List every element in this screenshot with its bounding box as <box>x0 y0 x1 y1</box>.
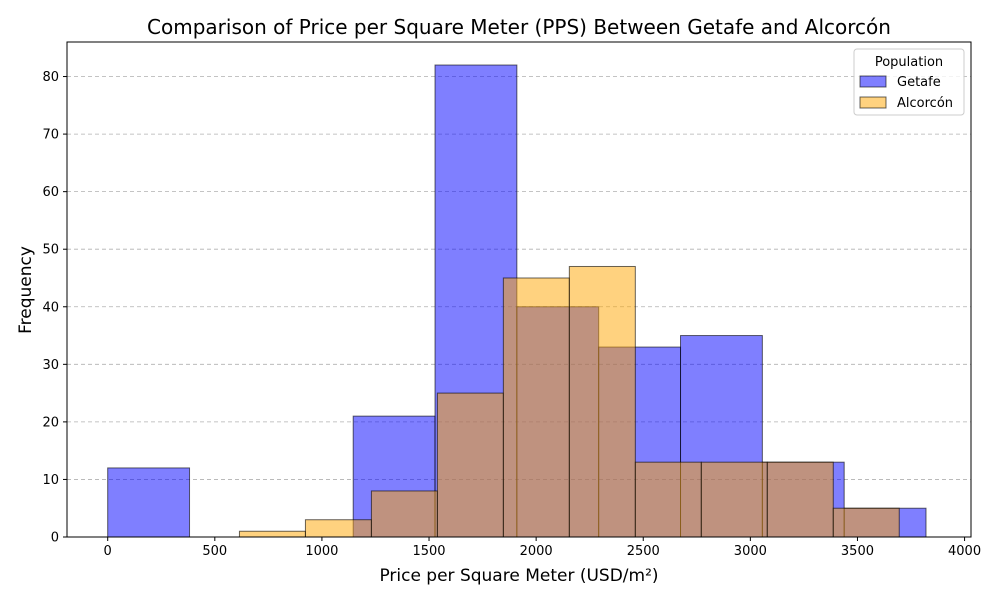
bar-alcorcon <box>832 507 900 538</box>
legend-label-alcorcon: Alcorcón <box>897 96 953 111</box>
bar-alcorcon <box>700 461 768 538</box>
x-tick-label: 4000 <box>948 544 981 559</box>
x-axis: 0 500 1000 1500 2000 2500 3000 3500 4000 <box>104 537 981 559</box>
legend-label-getafe: Getafe <box>897 75 941 90</box>
y-tick-label: 10 <box>42 473 59 488</box>
bar-alcorcon <box>766 461 834 538</box>
plot-area-frame <box>66 41 972 538</box>
bar-alcorcon <box>370 490 438 538</box>
y-tick-label: 20 <box>42 415 59 430</box>
bars <box>107 64 927 538</box>
x-tick-label: 2500 <box>627 544 660 559</box>
bar-alcorcon <box>304 519 372 538</box>
y-tick-label: 80 <box>42 70 59 85</box>
y-tick-label: 30 <box>42 358 59 373</box>
y-tick-label: 70 <box>42 128 59 143</box>
legend-swatch-getafe <box>859 75 887 88</box>
x-tick-label: 500 <box>202 544 227 559</box>
x-axis-label: Price per Square Meter (USD/m²) <box>379 566 658 586</box>
bar-alcorcon <box>436 392 504 538</box>
bar-alcorcon <box>502 277 570 538</box>
y-tick-label: 0 <box>51 531 59 546</box>
x-tick-label: 3000 <box>734 544 767 559</box>
y-tick-label: 50 <box>42 243 59 258</box>
x-tick-label: 2000 <box>520 544 553 559</box>
bar-getafe <box>107 467 191 538</box>
y-axis: 0 10 20 30 40 50 60 70 80 <box>42 70 67 546</box>
legend-title: Population <box>875 55 943 70</box>
legend: Population Getafe Alcorcón <box>853 48 965 116</box>
chart-title: Comparison of Price per Square Meter (PP… <box>147 15 891 39</box>
legend-swatch-alcorcon <box>859 96 887 109</box>
bar-alcorcon <box>634 461 702 538</box>
bar-alcorcon <box>238 530 306 538</box>
x-tick-label: 3500 <box>841 544 874 559</box>
x-tick-label: 0 <box>104 544 112 559</box>
y-axis-label: Frequency <box>16 246 36 334</box>
y-tick-label: 60 <box>42 185 59 200</box>
y-tick-label: 40 <box>42 300 59 315</box>
bar-alcorcon <box>568 265 636 538</box>
x-tick-label: 1000 <box>305 544 338 559</box>
x-tick-label: 1500 <box>412 544 445 559</box>
